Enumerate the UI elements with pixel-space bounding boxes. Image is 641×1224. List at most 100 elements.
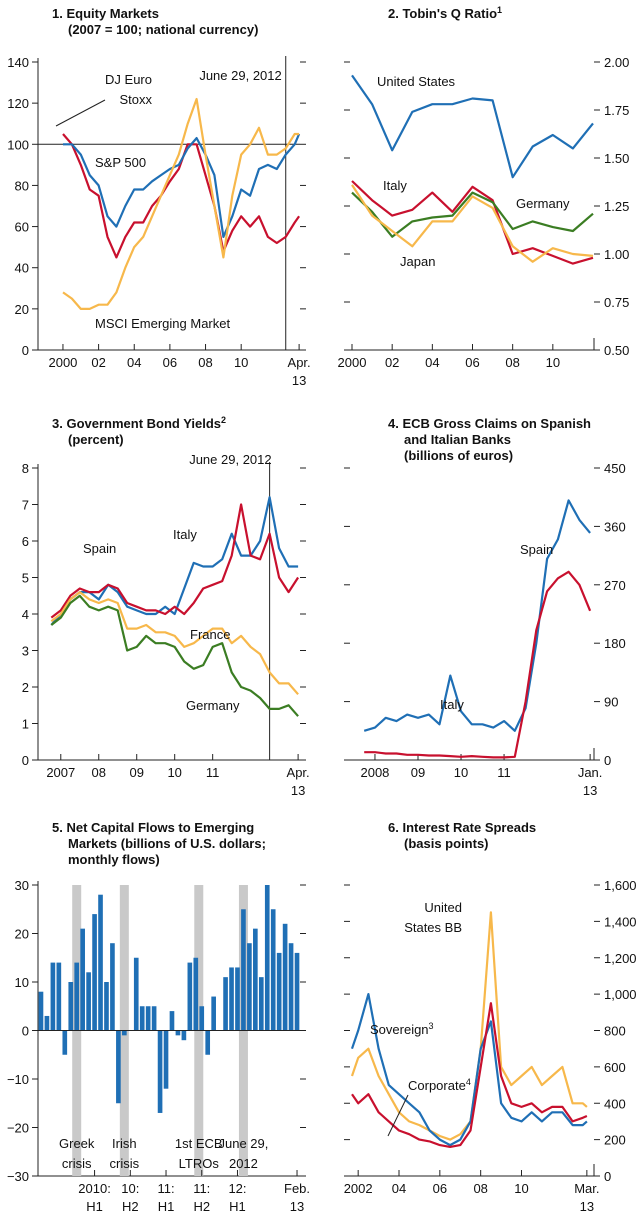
series-label: Corporate4 xyxy=(408,1077,471,1093)
bar xyxy=(157,1030,163,1113)
text-line: Stoxx xyxy=(119,92,152,107)
text-line: 13 xyxy=(583,783,597,798)
panel-subtitle: (billions of euros) xyxy=(404,448,513,463)
bar xyxy=(175,1030,181,1036)
bar xyxy=(110,943,115,1031)
y-tick-label: 1,400 xyxy=(604,914,637,929)
text-line: 2012 xyxy=(229,1156,258,1171)
x-tick-label: Mar. 13 xyxy=(574,1181,599,1214)
bar xyxy=(92,914,97,1031)
text-line: Jan. xyxy=(578,765,603,780)
series-line xyxy=(351,1002,588,1148)
x-tick-label: 08 xyxy=(505,355,519,370)
series-line xyxy=(351,184,594,263)
series-line xyxy=(50,594,299,717)
text-line: 13 xyxy=(290,1199,304,1214)
bar xyxy=(145,1006,151,1031)
bar xyxy=(229,967,234,1031)
bar xyxy=(163,1030,169,1089)
text-line: 12: xyxy=(228,1181,246,1196)
panel-title: 5. Net Capital Flows to Emerging Markets … xyxy=(52,820,266,867)
y-tick-label: 0 xyxy=(22,343,29,358)
y-tick-label: 6 xyxy=(22,534,29,549)
bar xyxy=(98,894,103,1031)
text-line: Feb. xyxy=(284,1181,310,1196)
y-tick-label: 1,000 xyxy=(604,987,637,1002)
text-line: June 29, xyxy=(218,1136,268,1151)
bar xyxy=(80,928,85,1031)
text-line: and Italian Banks xyxy=(404,432,511,447)
series-label: United States BB xyxy=(404,900,462,935)
leader-line xyxy=(55,99,106,127)
y-tick-label: 1 xyxy=(22,717,29,732)
bar xyxy=(116,1030,121,1104)
text-line: H1 xyxy=(229,1199,246,1214)
text-line: crisis xyxy=(110,1156,140,1171)
x-tick-label: 10 xyxy=(167,765,181,780)
y-tick-label: 2 xyxy=(22,680,29,695)
series-label: MSCI Emerging Market xyxy=(95,316,230,331)
y-tick-label: 0 xyxy=(22,1024,29,1039)
bar xyxy=(181,1030,187,1041)
series-line xyxy=(63,133,301,238)
y-tick-label: 1.50 xyxy=(604,151,629,166)
panel-title: 6. Interest Rate Spreads xyxy=(388,820,536,835)
x-tick-label: 02 xyxy=(91,355,105,370)
y-tick-label: −30 xyxy=(7,1169,29,1184)
bar xyxy=(68,982,74,1031)
text-line: 11: xyxy=(193,1181,210,1196)
x-tick-label: 10 xyxy=(546,355,560,370)
y-tick-label: −10 xyxy=(7,1072,29,1087)
bar xyxy=(187,962,193,1031)
x-tick-label: 12: H1 xyxy=(228,1181,246,1214)
x-tick-label: 10: H2 xyxy=(121,1181,139,1214)
x-tick-label: 08 xyxy=(92,765,106,780)
y-tick-label: 800 xyxy=(604,1024,626,1039)
x-tick-label: 09 xyxy=(129,765,143,780)
text-line: Markets (billions of U.S. dollars; xyxy=(68,836,266,851)
x-tick-label: 10 xyxy=(514,1181,528,1196)
series-label: France xyxy=(190,627,230,642)
y-tick-label: 7 xyxy=(22,498,29,513)
series-line xyxy=(50,503,300,619)
text-line: 2010: xyxy=(78,1181,111,1196)
y-tick-label: 80 xyxy=(15,178,29,193)
bar xyxy=(193,957,199,1031)
y-tick-label: 10 xyxy=(15,975,29,990)
x-tick-label: 2008 xyxy=(360,765,389,780)
y-tick-label: 0.50 xyxy=(604,343,629,358)
leader-line xyxy=(387,1094,409,1137)
bar xyxy=(104,982,109,1031)
series-footnote: 4 xyxy=(466,1077,471,1087)
bar xyxy=(38,991,44,1031)
series-footnote: 3 xyxy=(429,1021,434,1031)
bar xyxy=(247,943,252,1031)
text-line: United xyxy=(424,900,462,915)
y-tick-label: 20 xyxy=(15,927,29,942)
y-tick-label: 600 xyxy=(604,1060,626,1075)
y-tick-label: 360 xyxy=(604,519,626,534)
x-tick-label: 2000 xyxy=(338,355,367,370)
x-tick-label: 2002 xyxy=(344,1181,373,1196)
series-label: Spain xyxy=(83,541,116,556)
x-tick-label: 10 xyxy=(454,765,468,780)
text-line: Apr. xyxy=(288,355,311,370)
bar xyxy=(253,928,258,1031)
series-line xyxy=(62,133,300,259)
y-tick-label: 180 xyxy=(604,636,626,651)
y-tick-label: 1,200 xyxy=(604,951,637,966)
y-tick-label: 1.00 xyxy=(604,247,629,262)
series-label: S&P 500 xyxy=(95,155,146,170)
x-tick-label: 08 xyxy=(198,355,212,370)
panel-title: 1. Equity Markets xyxy=(52,6,159,21)
x-tick-label: 06 xyxy=(465,355,479,370)
bar xyxy=(56,962,62,1031)
series-line xyxy=(363,499,591,732)
x-tick-label: 06 xyxy=(433,1181,447,1196)
text-line: Greek xyxy=(59,1136,95,1151)
bar xyxy=(282,923,288,1031)
y-tick-label: 0.75 xyxy=(604,295,629,310)
x-tick-label: 2010: H1 xyxy=(78,1181,111,1214)
title-footnote: 1 xyxy=(497,5,502,15)
x-tick-label: 10 xyxy=(234,355,248,370)
